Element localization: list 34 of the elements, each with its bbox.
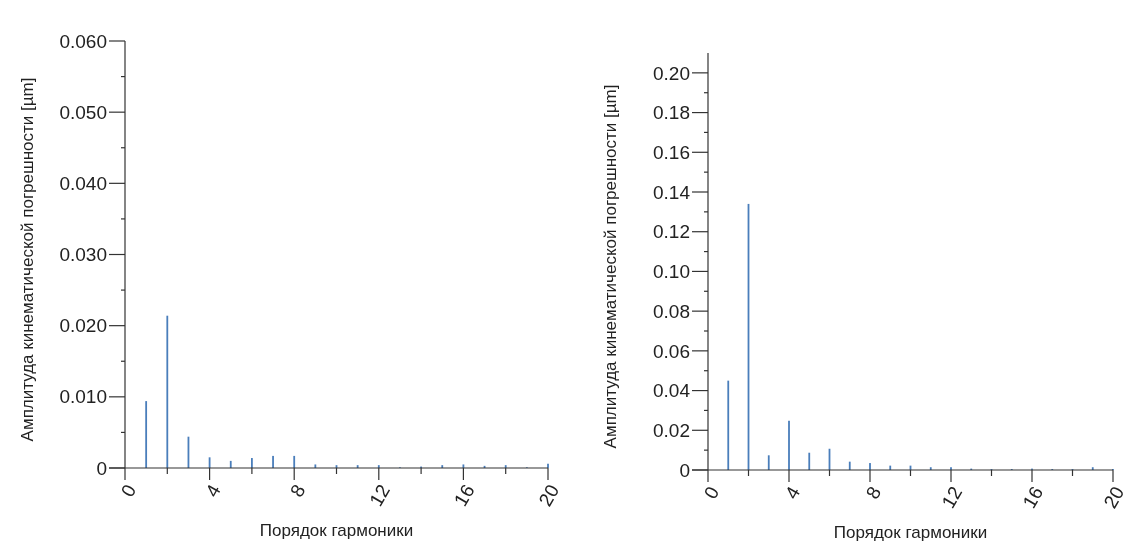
y-tick-label: 0.040 [59,172,107,194]
y-axis-title: Амплитуда кинематической погрешности [µm] [601,84,620,449]
y-tick-label: 0.04 [653,380,691,402]
y-tick-label: 0.12 [653,221,690,243]
y-tick-label: 0.050 [59,101,107,123]
x-tick-label: 16 [1018,482,1048,512]
y-tick-label: 0.16 [653,141,690,163]
y-tick-label: 0.060 [59,30,107,52]
y-tick-label: 0.20 [653,62,690,84]
y-tick-label: 0.10 [653,261,690,283]
y-tick-label: 0 [679,459,690,481]
x-axis-title: Порядок гармоники [833,523,988,542]
y-tick-label: 0.08 [653,300,690,322]
x-axis-title: Порядок гармоники [259,521,414,540]
y-tick-label: 0.14 [653,181,691,203]
x-tick-label: 12 [937,482,967,512]
y-tick-label: 0.010 [59,386,107,408]
y-tick-label: 0 [96,457,107,479]
y-tick-label: 0.02 [653,419,690,441]
x-tick-label: 8 [861,482,886,503]
y-axis-title: Амплитуда кинематической погрешности [µm] [18,77,37,442]
x-tick-label: 0 [116,480,141,501]
y-tick-label: 0.06 [653,340,690,362]
x-tick-label: 4 [780,482,805,503]
x-tick-label: 4 [201,480,226,501]
y-tick-label: 0.18 [653,102,690,124]
x-tick-label: 16 [449,480,479,510]
y-tick-label: 0.030 [59,244,107,266]
y-tick-label: 0.020 [59,315,107,337]
x-tick-label: 20 [534,480,564,510]
x-tick-label: 20 [1099,482,1129,512]
x-tick-label: 12 [365,480,395,510]
x-tick-label: 0 [699,482,724,503]
x-tick-label: 8 [285,480,310,501]
